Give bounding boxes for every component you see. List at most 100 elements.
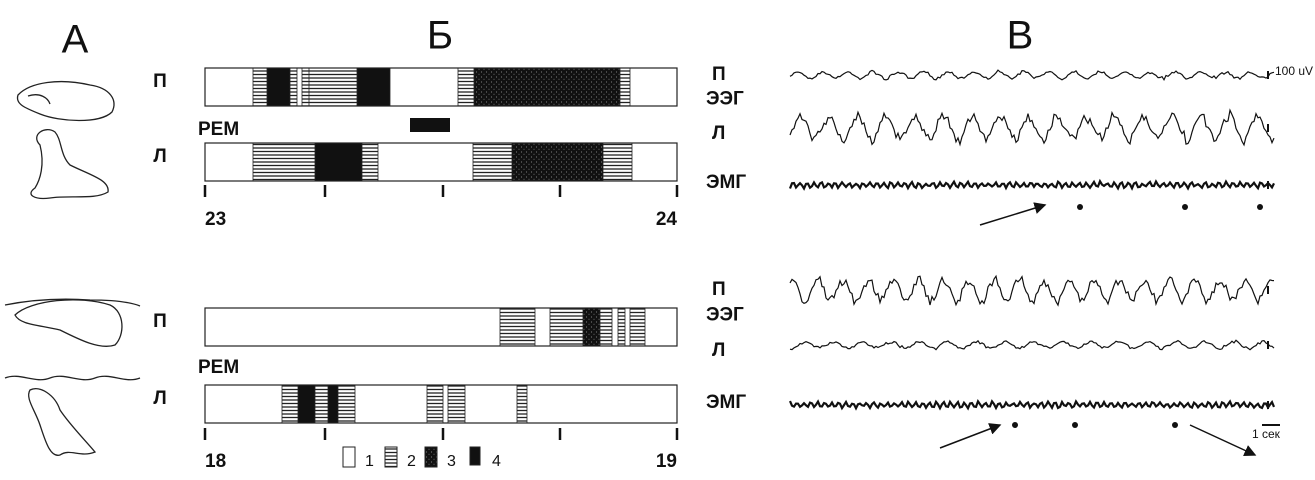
stage-segment	[378, 143, 473, 181]
eeg-label: ЭЭГ	[706, 89, 744, 110]
legend-label: 2	[407, 453, 416, 470]
event-dot	[1172, 422, 1178, 428]
emg-label: ЭМГ	[706, 172, 746, 193]
panel-label: А	[62, 18, 89, 62]
stage-segment	[612, 308, 618, 346]
stage-segment	[458, 68, 474, 106]
legend-label: 3	[447, 453, 456, 470]
stage-segment	[205, 385, 282, 423]
hypnogram-bar	[204, 142, 678, 182]
stage-segment	[603, 143, 632, 181]
emg-label: ЭМГ	[706, 392, 746, 413]
eeg-label: ЭЭГ	[706, 305, 744, 326]
stage-segment	[535, 308, 550, 346]
signal-trace	[789, 69, 1275, 82]
stage-segment	[465, 385, 517, 423]
animal	[16, 80, 115, 122]
signal-trace	[789, 274, 1275, 307]
stage-segment	[205, 308, 500, 346]
stage-segment	[527, 385, 677, 423]
channel-label: Л	[712, 123, 725, 144]
legend-swatch	[384, 446, 398, 468]
rem-label: РЕМ	[198, 357, 239, 378]
stage-segment	[620, 68, 630, 106]
rem-label: РЕМ	[198, 119, 239, 140]
event-dot	[1012, 422, 1018, 428]
channel-label: Л	[712, 340, 725, 361]
channel-label: П	[712, 64, 726, 85]
stage-segment	[390, 68, 458, 106]
event-dot	[1072, 422, 1078, 428]
legend-swatch	[342, 446, 356, 468]
time-scale-label: 1 сек	[1252, 427, 1281, 441]
animal	[30, 129, 109, 200]
stage-segment	[205, 143, 253, 181]
stage-segment	[600, 308, 612, 346]
panel-label: В	[1007, 14, 1034, 58]
stage-segment	[630, 68, 677, 106]
arrow	[1189, 424, 1257, 457]
time-label: 24	[656, 209, 678, 230]
stage-segment	[550, 308, 583, 346]
stage-segment	[253, 68, 267, 106]
event-dot	[1182, 204, 1188, 210]
hypnogram-bar	[204, 67, 678, 107]
stage-segment	[302, 68, 309, 106]
row-label: П	[153, 311, 167, 332]
arrow	[939, 423, 1002, 449]
stage-segment	[443, 385, 448, 423]
stage-segment	[362, 143, 378, 181]
signal-trace	[788, 399, 1276, 411]
stage-segment	[297, 68, 302, 106]
signal-trace	[788, 178, 1275, 191]
legend-label: 1	[365, 453, 374, 470]
stage-segment	[473, 143, 512, 181]
stage-segment	[500, 308, 535, 346]
arrow	[979, 202, 1047, 226]
stage-segment	[253, 143, 315, 181]
time-label: 23	[205, 209, 226, 230]
row-label: Л	[153, 146, 166, 167]
time-label: 18	[205, 451, 226, 472]
stage-segment	[338, 385, 355, 423]
stage-segment	[205, 68, 253, 106]
event-dot	[1077, 204, 1083, 210]
stage-segment	[625, 308, 630, 346]
channel-label: П	[712, 279, 726, 300]
stage-segment	[583, 308, 600, 346]
legend-swatch	[469, 446, 481, 466]
event-dot	[1257, 204, 1263, 210]
hypnogram-bar	[204, 307, 678, 347]
rem-bar	[410, 118, 450, 132]
stage-segment	[290, 68, 297, 106]
legend-swatch	[424, 446, 438, 468]
stage-segment	[298, 385, 315, 423]
stage-segment	[355, 385, 427, 423]
signal-trace	[789, 339, 1275, 351]
stage-segment	[512, 143, 603, 181]
stage-segment	[474, 68, 620, 106]
stage-segment	[448, 385, 465, 423]
stage-segment	[315, 143, 362, 181]
stage-segment	[630, 308, 645, 346]
animal-drawings	[4, 80, 141, 456]
animal	[28, 388, 97, 456]
stage-segment	[618, 308, 625, 346]
water-line	[4, 375, 141, 381]
stage-segment	[645, 308, 677, 346]
stage-segment	[315, 385, 328, 423]
stage-segment	[328, 385, 338, 423]
signal-trace	[789, 108, 1275, 147]
row-label: П	[153, 71, 167, 92]
stage-segment	[357, 68, 390, 106]
time-label: 19	[656, 451, 677, 472]
stage-segment	[267, 68, 290, 106]
legend-label: 4	[492, 453, 501, 470]
stage-segment	[309, 68, 357, 106]
hypnogram-bar	[204, 384, 678, 424]
stage-segment	[632, 143, 677, 181]
panel-label: Б	[427, 14, 453, 58]
stage-segment	[427, 385, 443, 423]
